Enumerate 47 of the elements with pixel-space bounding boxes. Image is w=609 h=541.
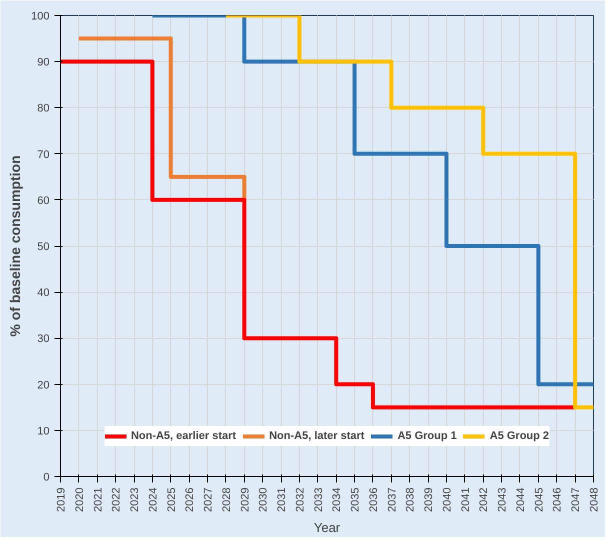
x-tick-label: 2043	[496, 487, 509, 512]
x-tick-label: 2038	[404, 487, 417, 512]
x-tick-label: 2020	[74, 487, 86, 512]
y-tick-label: 70	[37, 148, 50, 161]
x-tick-label: 2023	[129, 487, 142, 512]
y-tick-label: 50	[37, 241, 50, 253]
x-tick-label: 2029	[239, 487, 252, 512]
x-tick-label: 2031	[276, 487, 288, 512]
x-tick-label: 2019	[56, 487, 68, 512]
x-tick-label: 2036	[368, 487, 380, 512]
x-tick-label: 2028	[220, 487, 233, 512]
x-tick-label: 2022	[110, 487, 123, 512]
legend-label: Non-A5, earlier start	[130, 430, 236, 442]
y-tick-label: 60	[37, 194, 50, 207]
legend-label: Non-A5, later start	[269, 430, 364, 442]
x-tick-label: 2033	[312, 487, 325, 512]
x-tick-label: 2040	[441, 487, 454, 512]
x-tick-label: 2042	[478, 487, 490, 512]
x-tick-label: 2032	[294, 487, 306, 512]
legend-label: A5 Group 1	[397, 430, 457, 442]
y-tick-label: 20	[37, 379, 50, 392]
x-tick-label: 2047	[570, 487, 582, 512]
x-tick-label: 2045	[533, 487, 546, 512]
y-axis-title: % of baseline consumption	[7, 155, 24, 337]
x-axis-title: Year	[314, 520, 341, 535]
y-tick-label: 90	[37, 56, 50, 69]
x-tick-label: 2048	[588, 487, 600, 512]
x-tick-label: 2044	[514, 487, 527, 512]
x-tick-label: 2026	[184, 487, 196, 512]
x-tick-label: 2041	[460, 487, 472, 512]
x-tick-label: 2034	[331, 487, 344, 512]
y-tick-label: 100	[31, 10, 50, 22]
y-tick-label: 40	[37, 287, 50, 300]
y-tick-label: 80	[37, 102, 50, 115]
x-tick-label: 2024	[147, 487, 160, 512]
x-tick-label: 2021	[92, 487, 104, 512]
x-tick-label: 2030	[258, 487, 270, 512]
x-tick-label: 2027	[202, 487, 215, 512]
y-tick-label: 10	[37, 425, 50, 438]
x-tick-label: 2037	[386, 487, 398, 512]
x-tick-label: 2039	[423, 487, 436, 512]
x-tick-label: 2035	[350, 487, 362, 512]
x-tick-label: 2046	[552, 487, 564, 512]
legend-label: A5 Group 2	[490, 430, 550, 442]
y-tick-label: 0	[43, 472, 50, 484]
y-tick-label: 30	[37, 333, 50, 346]
x-tick-label: 2025	[166, 487, 178, 512]
